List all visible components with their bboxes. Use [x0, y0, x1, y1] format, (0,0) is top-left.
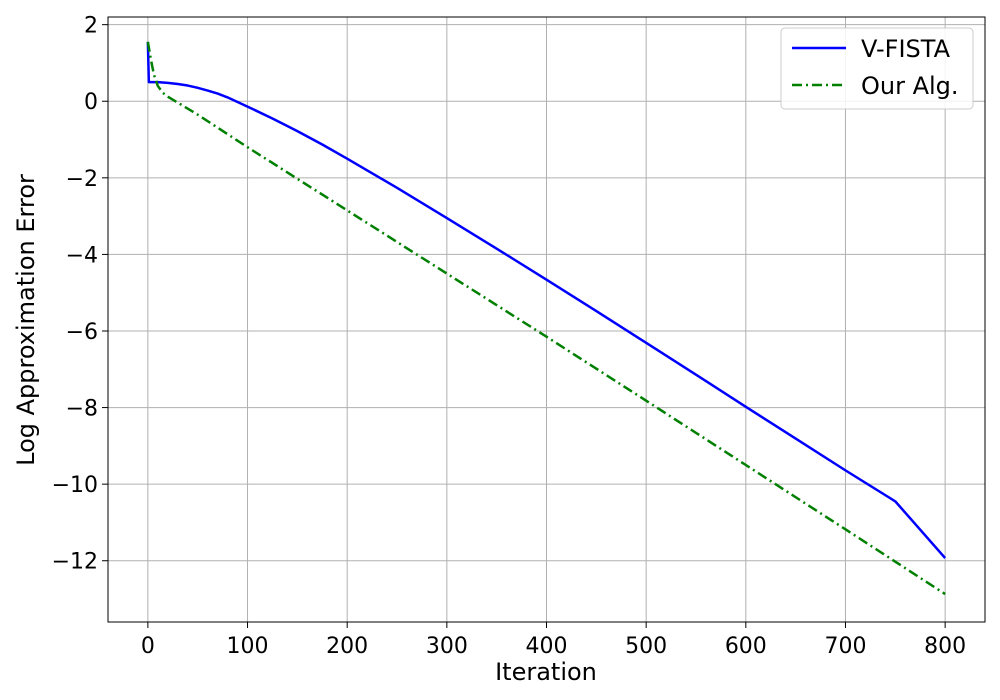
series-line-our-alg	[146, 41, 946, 596]
legend-label-v-fista: V-FISTA	[861, 35, 951, 63]
x-tick-label: 600	[725, 634, 767, 659]
y-tick-label: −6	[66, 320, 98, 345]
series-line-v-fista	[146, 41, 947, 559]
x-tick-label: 500	[625, 634, 667, 659]
legend: V-FISTA Our Alg.	[780, 27, 974, 110]
y-tick-label: −12	[52, 550, 98, 575]
y-tick-label: 2	[84, 14, 98, 39]
x-tick-label: 400	[526, 634, 568, 659]
x-tick-label: 200	[326, 634, 368, 659]
y-tick-label: −4	[66, 243, 98, 268]
y-tick-label: −10	[52, 473, 98, 498]
x-tick-label: 700	[824, 634, 866, 659]
y-tick-label: −8	[66, 397, 98, 422]
legend-label-our-alg: Our Alg.	[861, 72, 959, 100]
y-axis-title: Log Approximation Error	[12, 174, 40, 466]
x-axis-title: Iteration	[495, 658, 597, 686]
x-tick-label: 100	[227, 634, 269, 659]
x-tick-label: 800	[924, 634, 966, 659]
y-tick-label: 0	[84, 90, 98, 115]
y-tick-label: −2	[66, 167, 98, 192]
x-tick-label: 0	[141, 634, 155, 659]
x-axis-ticks: 0 100 200 300 400 500 600 700 800	[141, 622, 966, 659]
x-tick-label: 300	[426, 634, 468, 659]
y-axis-ticks: 2 0 −2 −4 −6 −8 −10 −12	[52, 14, 108, 575]
series-layer	[146, 41, 947, 596]
